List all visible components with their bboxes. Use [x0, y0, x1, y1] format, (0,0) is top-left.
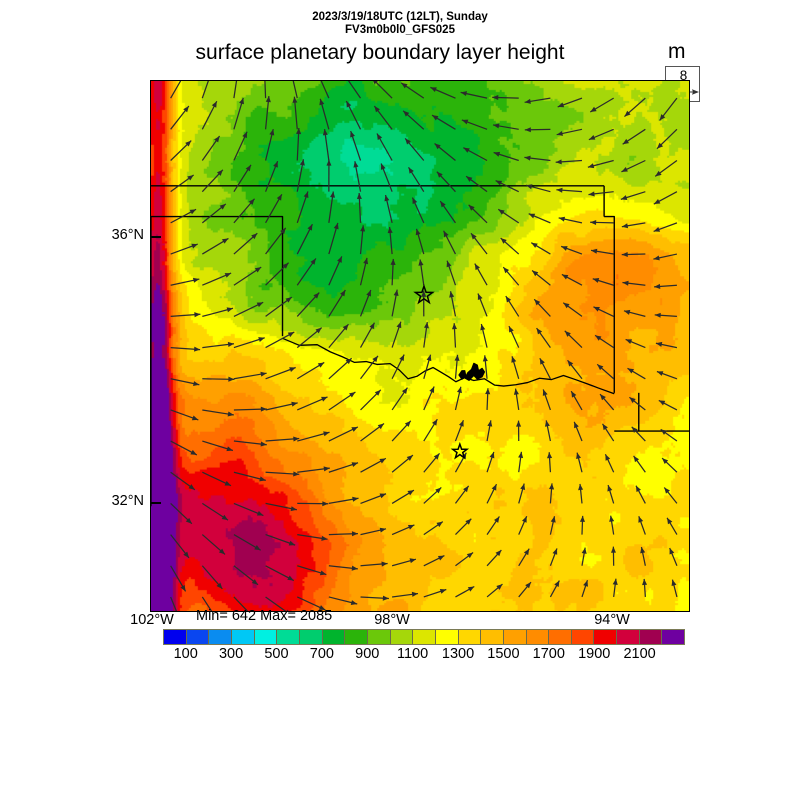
colorbar-tick-label: 1100 [397, 646, 429, 662]
colorbar-segment [186, 630, 210, 644]
colorbar-segment [164, 630, 187, 644]
colorbar-segment [549, 630, 572, 644]
colorbar-segment [662, 630, 685, 644]
colorbar-segment [526, 630, 550, 644]
colorbar-segment [345, 630, 368, 644]
latitude-tick [150, 502, 161, 504]
map-plot-area[interactable] [150, 80, 690, 612]
latitude-label: 32°N [111, 493, 144, 509]
colorbar-segment [277, 630, 300, 644]
colorbar-segment [617, 630, 640, 644]
subtitle-block: 2023/3/19/18UTC (12LT), Sunday FV3m0b0l0… [0, 11, 800, 37]
units-label: m [668, 40, 686, 63]
colorbar-tick-label: 2100 [623, 646, 656, 662]
wind-key-value: 8 [679, 68, 688, 83]
colorbar-segment [231, 630, 255, 644]
colorbar-segment [413, 630, 436, 644]
colorbar-tick-label: 1500 [487, 646, 520, 662]
colorbar-segment [299, 630, 323, 644]
colorbar-segment [322, 630, 346, 644]
colorbar-tick-label: 100 [173, 646, 198, 662]
longitude-label: 98°W [374, 612, 410, 628]
pbl-height-heatmap [151, 81, 689, 611]
colorbar-segment [367, 630, 391, 644]
colorbar[interactable] [163, 629, 685, 645]
colorbar-tick-label: 500 [264, 646, 289, 662]
colorbar-tick-label: 1900 [578, 646, 611, 662]
colorbar-segment [594, 630, 618, 644]
colorbar-segment [390, 630, 414, 644]
colorbar-segment [209, 630, 232, 644]
page-title: surface planetary boundary layer height [195, 41, 565, 64]
colorbar-tick-label: 900 [355, 646, 380, 662]
min-max-readout: Min= 642 Max= 2085 [196, 608, 333, 624]
colorbar-segment [458, 630, 482, 644]
model-line: FV3m0b0l0_GFS025 [345, 24, 455, 36]
colorbar-tick-labels: 100 300 500 700 900 1100 1300 1500 1700 1900 2100 [163, 646, 685, 666]
colorbar-segment [571, 630, 595, 644]
latitude-tick [150, 236, 161, 238]
datetime-line: 2023/3/19/18UTC (12LT), Sunday [312, 11, 488, 23]
colorbar-tick-label: 700 [309, 646, 334, 662]
longitude-label: 102°W [130, 612, 174, 628]
colorbar-segment [639, 630, 663, 644]
colorbar-segment [503, 630, 527, 644]
longitude-label: 94°W [594, 612, 630, 628]
latitude-label: 36°N [111, 227, 144, 243]
colorbar-segment [435, 630, 459, 644]
colorbar-segment [481, 630, 504, 644]
colorbar-segment [254, 630, 278, 644]
colorbar-tick-label: 300 [218, 646, 244, 662]
colorbar-tick-label: 1300 [441, 646, 475, 662]
colorbar-tick-label: 1700 [532, 646, 565, 662]
